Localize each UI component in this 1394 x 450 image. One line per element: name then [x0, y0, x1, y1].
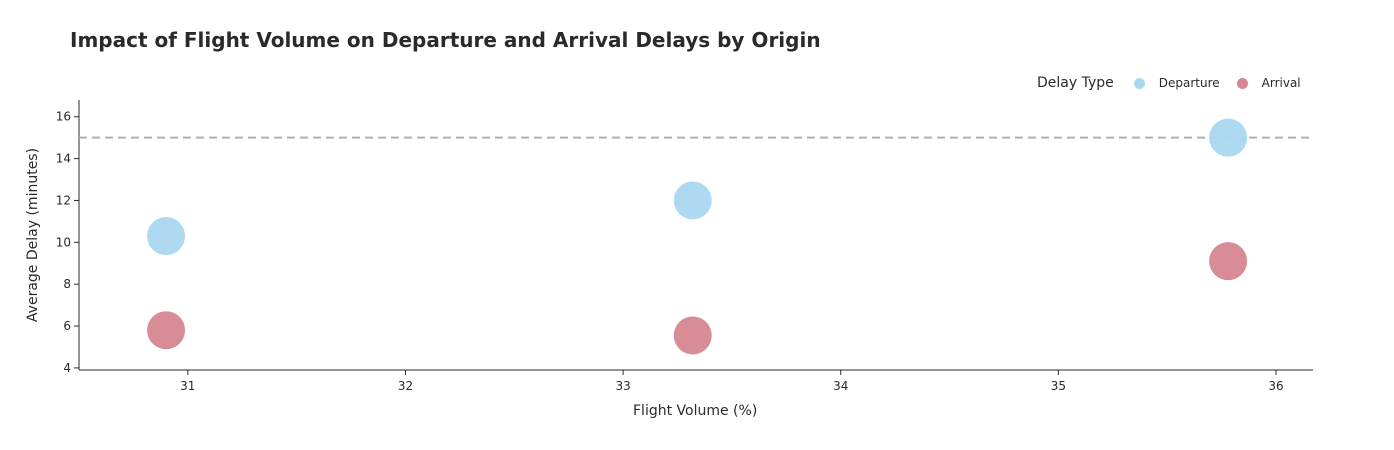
- x-tick-label: 35: [1051, 379, 1066, 393]
- legend-title: Delay Type: [1037, 75, 1114, 91]
- y-tick-label: 6: [63, 319, 71, 333]
- data-point-arrival: [1209, 242, 1248, 281]
- y-tick-label: 8: [63, 277, 71, 291]
- data-point-arrival: [673, 316, 712, 355]
- x-tick-label: 32: [398, 379, 413, 393]
- y-tick-label: 10: [56, 235, 71, 249]
- x-tick-label: 34: [833, 379, 848, 393]
- points-layer: [147, 118, 1248, 355]
- legend-label-departure: Departure: [1158, 76, 1220, 90]
- axes: 31 32 33 34 35 36 4 6 8 10 12 14 16: [56, 100, 1313, 393]
- legend-item-arrival[interactable]: Arrival: [1236, 76, 1301, 90]
- y-axis-label: Average Delay (minutes): [25, 147, 41, 323]
- x-tick-label: 31: [180, 379, 195, 393]
- x-tick-label: 33: [615, 379, 630, 393]
- data-point-departure: [147, 217, 186, 256]
- legend-item-departure[interactable]: Departure: [1133, 76, 1220, 90]
- y-tick-label: 4: [63, 361, 71, 375]
- x-tick-label: 36: [1268, 379, 1283, 393]
- legend-swatch-arrival: [1236, 77, 1248, 89]
- y-tick-label: 12: [56, 193, 71, 207]
- legend: Delay Type Departure Arrival: [1037, 75, 1318, 91]
- legend-swatch-departure: [1133, 77, 1145, 89]
- x-axis-label: Flight Volume (%): [633, 403, 758, 419]
- chart-title: Impact of Flight Volume on Departure and…: [70, 28, 821, 52]
- data-point-departure: [1209, 118, 1248, 157]
- y-tick-label: 14: [56, 152, 71, 166]
- y-tick-label: 16: [56, 110, 71, 124]
- data-point-departure: [673, 181, 712, 220]
- legend-label-arrival: Arrival: [1261, 76, 1301, 90]
- data-point-arrival: [147, 311, 186, 350]
